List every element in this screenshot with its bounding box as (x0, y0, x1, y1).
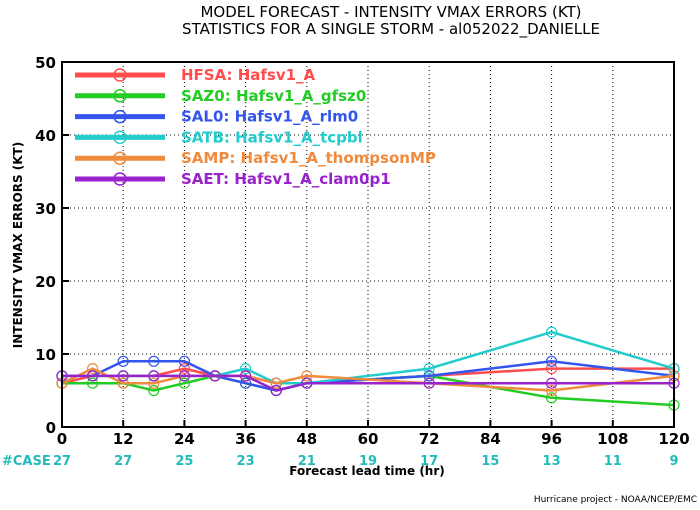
case-count: 13 (543, 454, 561, 469)
chart-title-line1: MODEL FORECAST - INTENSITY VMAX ERRORS (… (200, 3, 581, 21)
data-point (423, 363, 435, 375)
legend-marker (113, 130, 127, 145)
data-point (545, 326, 558, 338)
data-point (545, 363, 558, 375)
data-point (240, 370, 252, 382)
data-point (117, 370, 129, 382)
case-count: 19 (359, 454, 377, 469)
x-tick-label: 60 (358, 430, 379, 448)
legend-label: HFSA: Hafsv1_A (181, 66, 316, 84)
legend: HFSA: Hafsv1_A SAZ0: Hafsv1_A_gfsz0 SAL0: … (75, 66, 436, 188)
y-tick-label: 40 (35, 127, 56, 145)
x-tick-label: 24 (174, 430, 195, 448)
data-point (148, 384, 160, 397)
data-point (545, 377, 558, 389)
data-point (423, 370, 435, 382)
legend-marker (113, 172, 127, 186)
x-tick-label: 72 (419, 430, 440, 448)
series-markers (56, 326, 680, 411)
data-point (178, 355, 190, 367)
x-tick-label: 36 (235, 430, 256, 448)
case-counts: #CASE 27 27 25 23 21 19 17 15 13 11 9 (2, 454, 679, 469)
credit-text: Hurricane project - NOAA/NCEP/EMC (534, 495, 697, 505)
legend-label: SATB: Hafsv1_A_tcpbl (181, 128, 363, 146)
y-tick-label: 0 (46, 419, 56, 437)
case-count: 27 (53, 454, 71, 469)
case-count: 11 (604, 454, 622, 469)
x-tick-label: 48 (296, 430, 317, 448)
case-count: 25 (175, 454, 193, 469)
x-tick-labels: 0 12 24 36 48 60 72 84 96 108 120 (57, 430, 690, 448)
legend-label: SAMP: Hafsv1_A_thompsonMP (181, 149, 436, 167)
case-count: 17 (420, 454, 438, 469)
x-tick-label: 108 (597, 430, 628, 448)
series-line (62, 360, 675, 392)
x-tick-label: 96 (541, 430, 562, 448)
legend-marker (113, 68, 127, 82)
x-axis-label: Forecast lead time (hr) (289, 464, 445, 478)
data-point (148, 355, 160, 367)
y-tick-label: 10 (35, 346, 56, 364)
x-tick-label: 120 (658, 430, 689, 448)
data-point (86, 370, 99, 382)
data-point (240, 363, 252, 375)
data-point (545, 392, 558, 404)
data-point (545, 355, 558, 367)
case-count: 27 (114, 454, 132, 469)
chart-title-line2: STATISTICS FOR A SINGLE STORM - al052022… (182, 20, 600, 39)
y-axis-label: INTENSITY VMAX ERRORS (KT) (11, 142, 25, 348)
data-point (270, 377, 282, 389)
data-point (178, 377, 190, 389)
plot-frame (61, 61, 675, 428)
x-tick-label: 12 (113, 430, 134, 448)
data-point (86, 363, 99, 375)
y-tick-label: 20 (35, 273, 56, 291)
case-count: 15 (481, 454, 499, 469)
case-count: 21 (298, 454, 316, 469)
data-point (270, 384, 282, 397)
data-point (148, 377, 160, 389)
legend-label: SAET: Hafsv1_A_clam0p1 (181, 170, 391, 188)
y-tick-label: 30 (35, 200, 56, 218)
data-point (178, 370, 190, 382)
data-point (178, 363, 190, 375)
data-point (301, 370, 313, 382)
legend-label: SAL0: Hafsv1_A_rlm0 (181, 108, 358, 126)
case-label: #CASE (2, 454, 51, 469)
legend-marker (113, 151, 127, 165)
legend-marker (113, 109, 127, 124)
series-line (61, 367, 675, 392)
case-count: 9 (669, 454, 678, 469)
case-count: 23 (237, 454, 255, 469)
x-tick-label: 84 (480, 430, 501, 448)
data-point (301, 377, 313, 389)
legend-label: SAZ0: Hafsv1_A_gfsz0 (181, 87, 366, 105)
data-point (86, 377, 99, 389)
x-tick-label: 0 (57, 430, 67, 448)
data-point (117, 377, 129, 389)
y-tick-labels: 0 10 20 30 40 50 (35, 54, 56, 437)
data-point (240, 377, 252, 389)
y-tick-label: 50 (35, 54, 56, 72)
data-point (148, 370, 160, 382)
data-point (209, 370, 221, 382)
data-point (423, 377, 435, 389)
legend-marker (113, 89, 127, 103)
data-point (545, 384, 558, 397)
data-point (117, 355, 129, 367)
